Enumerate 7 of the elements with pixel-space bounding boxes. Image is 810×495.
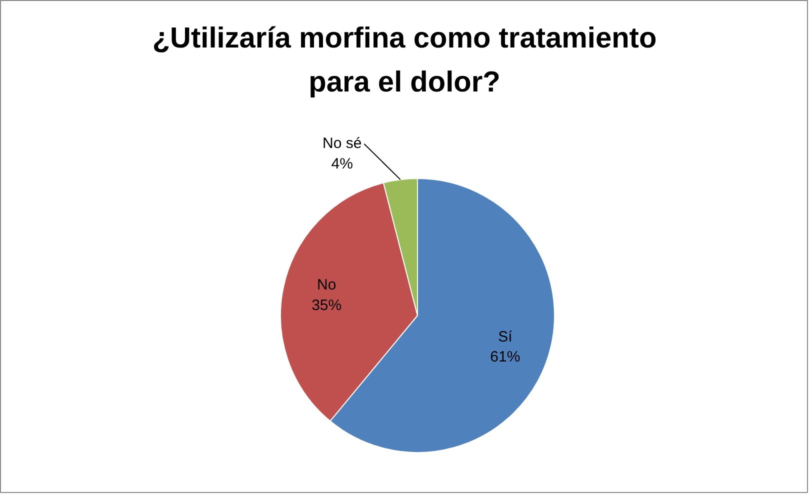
data-label: 4% [331, 156, 353, 173]
slice-label: Sí [498, 328, 514, 346]
slice-label: No sé [322, 135, 362, 152]
chart-title: ¿Utilizaría morfina como tratamiento para el dolor? [152, 22, 657, 98]
data-label: 61% [490, 348, 520, 366]
data-label: 35% [312, 296, 342, 314]
slice-label: No [316, 276, 336, 294]
